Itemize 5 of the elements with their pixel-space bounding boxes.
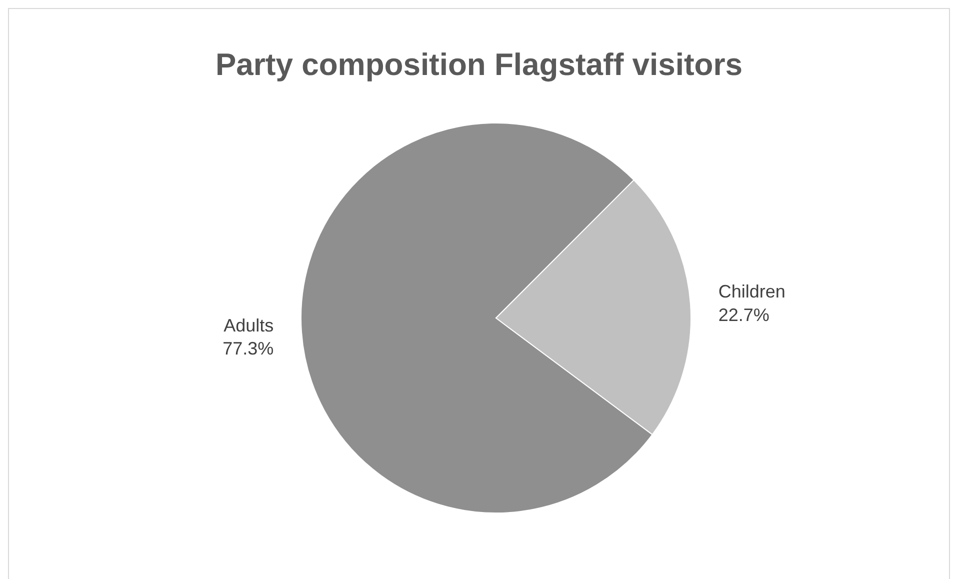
slice-label: Children [718,282,786,302]
data-label: 22.7% [718,304,770,325]
data-label: 77.3% [222,338,274,359]
slice-label: Adults [224,315,274,336]
chart-title: Party composition Flagstaff visitors [214,46,744,83]
